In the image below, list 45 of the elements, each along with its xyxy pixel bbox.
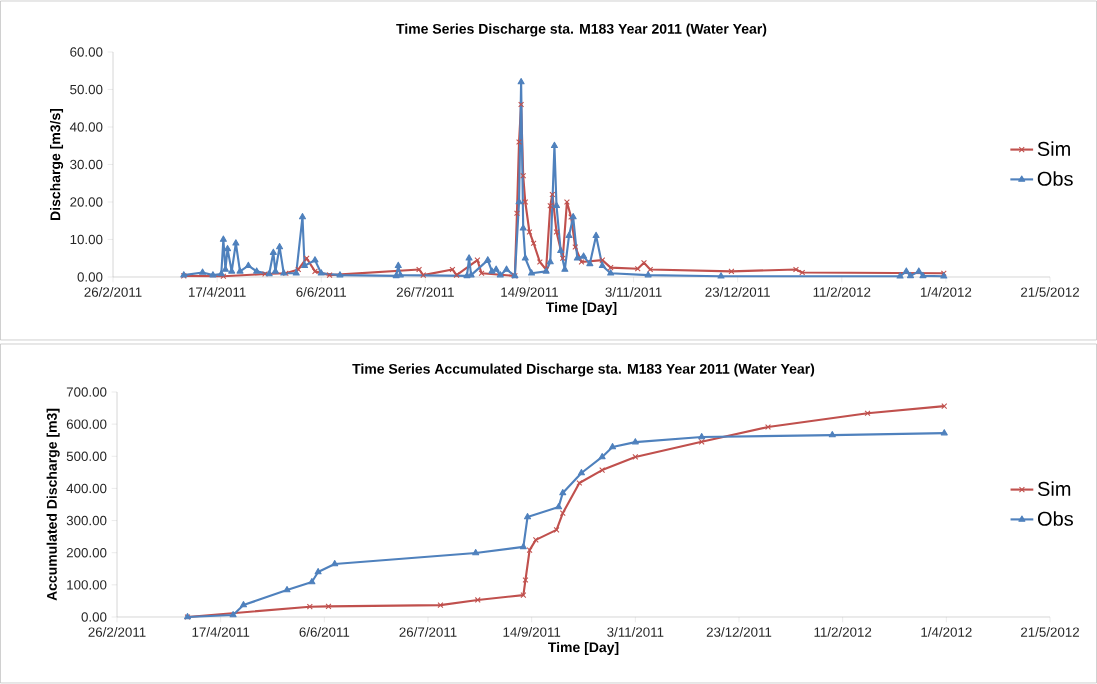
x-tick-label: 1/4/2012 xyxy=(920,287,972,297)
x-tick-label: 26/2/2011 xyxy=(84,287,142,297)
y-tick-label: 400.00 xyxy=(66,483,107,494)
y-tick-label: 100.00 xyxy=(67,580,107,590)
y-tick-label: 40.00 xyxy=(69,122,103,132)
y-axis-title: Discharge [m3/s] xyxy=(50,108,64,220)
x-tick-label: 1/4/2012 xyxy=(921,627,972,637)
y-axis-title: Accumulated Discharge [m3] xyxy=(46,408,60,601)
legend-label: Sim xyxy=(1037,481,1071,497)
x-tick-label: 21/5/2012 xyxy=(1021,287,1079,297)
x-tick-label: 11/2/2012 xyxy=(813,287,871,297)
y-tick-label: 20.00 xyxy=(70,197,103,207)
x-axis-title: Time [Day] xyxy=(546,301,617,316)
y-tick-label: 50.00 xyxy=(70,84,103,95)
chart-title: Time Series Accumulated Discharge sta. M183 Year 2011 (Water Year) xyxy=(352,363,815,377)
x-tick-label: 23/12/2011 xyxy=(706,627,772,637)
legend-label: Obs xyxy=(1037,511,1073,526)
x-tick-label: 6/6/2011 xyxy=(299,627,350,637)
x-tick-label: 6/6/2011 xyxy=(296,287,347,297)
x-tick-label: 26/2/2011 xyxy=(88,627,146,637)
y-tick-label: 600.00 xyxy=(66,419,107,429)
x-tick-label: 26/7/2011 xyxy=(396,287,454,297)
y-tick-label: 10.00 xyxy=(70,234,103,245)
legend-label: Obs xyxy=(1037,171,1073,186)
x-axis-title: Time [Day] xyxy=(548,641,619,656)
legend-label: Sim xyxy=(1037,141,1070,157)
x-tick-label: 17/4/2011 xyxy=(192,627,250,637)
x-tick-label: 17/4/2011 xyxy=(188,287,246,297)
y-tick-label: 0.00 xyxy=(77,272,103,282)
y-tick-label: 500.00 xyxy=(66,451,107,461)
y-tick-label: 300.00 xyxy=(66,515,107,526)
x-tick-label: 14/9/2011 xyxy=(503,627,561,637)
x-tick-label: 3/11/2011 xyxy=(607,627,664,637)
x-tick-label: 14/9/2011 xyxy=(501,287,558,297)
x-tick-label: 3/11/2011 xyxy=(605,287,662,297)
x-tick-label: 26/7/2011 xyxy=(399,627,457,637)
y-tick-label: 200.00 xyxy=(66,547,107,558)
y-tick-label: 60.00 xyxy=(70,47,103,57)
chart-title: Time Series Discharge sta. M183 Year 2011 (Water Year) xyxy=(396,23,767,37)
x-tick-label: 23/12/2011 xyxy=(705,287,770,297)
x-tick-label: 21/5/2012 xyxy=(1021,627,1079,637)
y-tick-label: 30.00 xyxy=(70,159,103,170)
x-tick-label: 11/2/2012 xyxy=(814,627,872,637)
y-tick-label: 0.00 xyxy=(81,612,107,622)
y-tick-label: 700.00 xyxy=(66,387,107,397)
